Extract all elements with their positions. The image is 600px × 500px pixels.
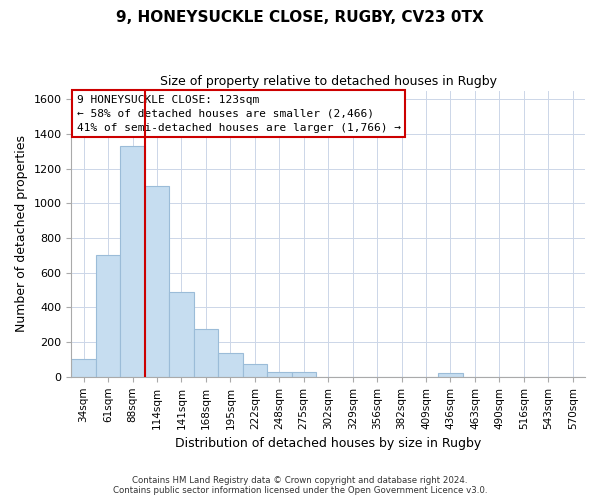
Bar <box>71 360 96 377</box>
Text: Contains HM Land Registry data © Crown copyright and database right 2024.
Contai: Contains HM Land Registry data © Crown c… <box>113 476 487 495</box>
Text: 9 HONEYSUCKLE CLOSE: 123sqm
← 58% of detached houses are smaller (2,466)
41% of : 9 HONEYSUCKLE CLOSE: 123sqm ← 58% of det… <box>77 95 401 133</box>
Bar <box>96 256 121 377</box>
Y-axis label: Number of detached properties: Number of detached properties <box>15 135 28 332</box>
Bar <box>121 146 145 377</box>
Bar <box>145 186 169 377</box>
X-axis label: Distribution of detached houses by size in Rugby: Distribution of detached houses by size … <box>175 437 481 450</box>
Bar <box>267 372 292 377</box>
Bar <box>242 364 267 377</box>
Bar <box>218 354 242 377</box>
Bar <box>169 292 194 377</box>
Title: Size of property relative to detached houses in Rugby: Size of property relative to detached ho… <box>160 75 497 88</box>
Bar <box>194 329 218 377</box>
Bar <box>292 372 316 377</box>
Text: 9, HONEYSUCKLE CLOSE, RUGBY, CV23 0TX: 9, HONEYSUCKLE CLOSE, RUGBY, CV23 0TX <box>116 10 484 25</box>
Bar <box>438 374 463 377</box>
